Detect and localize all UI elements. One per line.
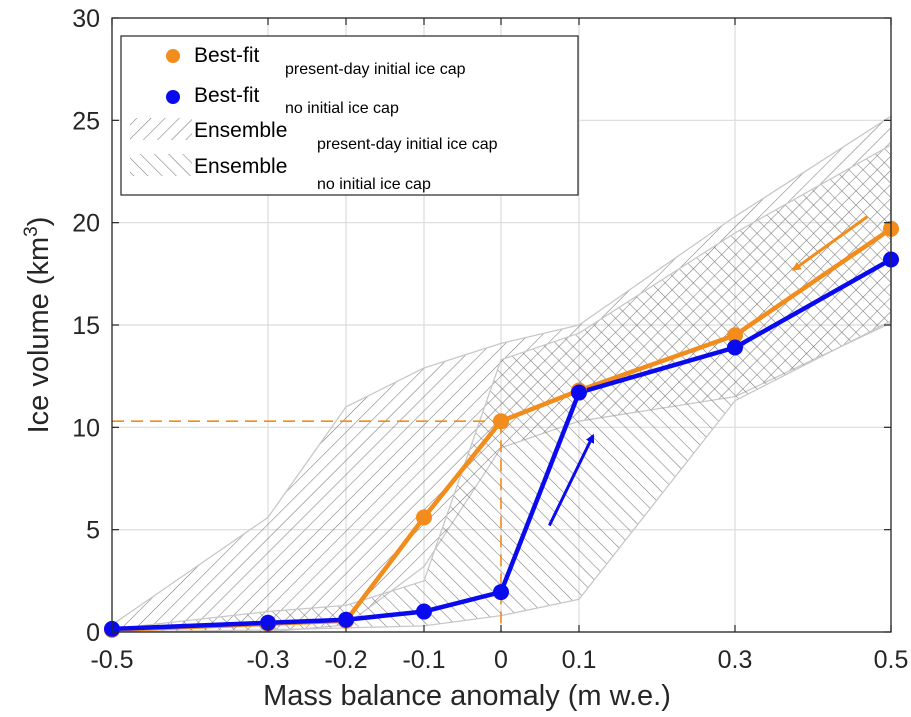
x-tick-label: -0.3 bbox=[246, 646, 289, 674]
legend-box bbox=[120, 35, 579, 196]
x-tick-label: -0.5 bbox=[90, 646, 133, 674]
legend-sub-1: present-day initial ice cap bbox=[285, 61, 466, 78]
y-tick-label: 10 bbox=[72, 414, 100, 442]
y-axis-title-close: ) bbox=[23, 217, 55, 227]
legend-swatch-ensemble-present bbox=[130, 118, 192, 140]
legend-label-4: Ensemble bbox=[194, 155, 287, 178]
data-point bbox=[571, 384, 587, 401]
y-axis-title: Ice volume (km3) bbox=[21, 217, 55, 434]
legend-label-2: Best-fit bbox=[194, 84, 260, 107]
data-point bbox=[338, 611, 354, 628]
legend-sub-3: present-day initial ice cap bbox=[317, 136, 498, 153]
x-tick-label: -0.1 bbox=[402, 646, 445, 674]
y-tick-label: 15 bbox=[72, 312, 100, 340]
trend-arrows bbox=[548, 215, 869, 527]
y-tick-label: 0 bbox=[86, 619, 100, 647]
trend-arrow-2 bbox=[548, 433, 595, 527]
series-lines bbox=[111, 226, 893, 633]
y-tick-label: 30 bbox=[72, 5, 100, 33]
data-point bbox=[493, 584, 509, 601]
data-point bbox=[727, 327, 743, 344]
y-tick-label: 25 bbox=[72, 107, 100, 135]
y-axis-title-main: Ice volume (km bbox=[23, 237, 55, 434]
legend-sub-4: no initial ice cap bbox=[317, 176, 431, 193]
trend-arrow-1 bbox=[791, 215, 869, 271]
data-point bbox=[416, 509, 432, 526]
data-point bbox=[727, 339, 743, 356]
data-point bbox=[493, 413, 509, 430]
x-tick-label: 0.5 bbox=[874, 646, 909, 674]
legend-marker-blue bbox=[166, 90, 180, 104]
legend-label-3: Ensemble bbox=[194, 119, 287, 142]
data-point bbox=[260, 614, 276, 631]
y-axis-title-sup: 3 bbox=[21, 226, 42, 237]
x-tick-label: 0 bbox=[494, 646, 508, 674]
data-point bbox=[416, 603, 432, 620]
tick-labels: -0.5 -0.3 -0.2 -0.1 0 0.1 0.3 0.5 0 5 10 15 20 25 30 bbox=[72, 5, 908, 674]
y-tick-label: 20 bbox=[72, 210, 100, 238]
legend-swatch-ensemble-none bbox=[130, 154, 192, 176]
x-axis-title: Mass balance anomaly (m w.e.) bbox=[263, 680, 671, 712]
legend-sub-2: no initial ice cap bbox=[285, 100, 399, 117]
legend-label-1: Best-fit bbox=[194, 44, 260, 67]
legend: Best-fit present-day initial ice cap Bes… bbox=[120, 35, 579, 196]
x-tick-label: -0.2 bbox=[324, 646, 367, 674]
x-tick-label: 0.3 bbox=[718, 646, 753, 674]
series-line-2 bbox=[111, 257, 893, 632]
x-tick-label: 0.1 bbox=[562, 646, 597, 674]
axis-ticks bbox=[111, 17, 892, 633]
y-tick-label: 5 bbox=[86, 517, 100, 545]
legend-marker-orange bbox=[166, 49, 180, 63]
